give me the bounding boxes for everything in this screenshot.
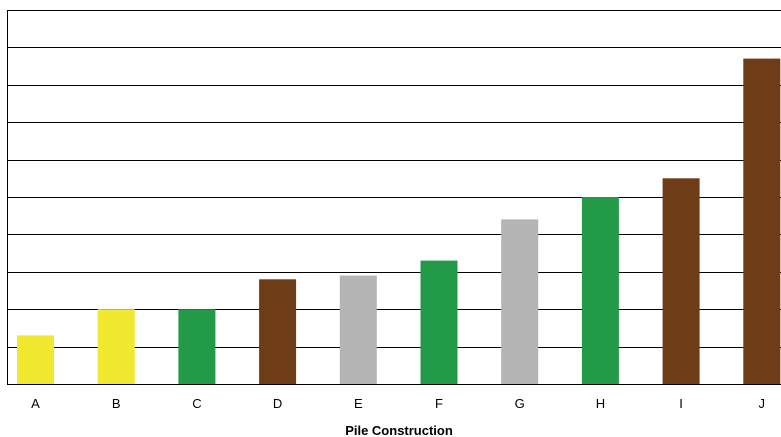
x-tick-label-i: I [679,396,683,411]
bars [17,58,781,384]
bar-j [743,58,781,384]
bar-e [339,275,377,384]
bar-c [178,309,216,384]
x-tick-labels: A B C D E F G H I J [31,396,765,411]
x-tick-label-h: H [596,396,605,411]
x-tick-label-f: F [435,396,443,411]
x-tick-label-a: A [31,396,40,411]
x-tick-label-d: D [273,396,282,411]
bar-i [662,178,700,384]
bar-f [420,260,458,384]
x-axis-title: Pile Construction [345,423,453,437]
x-tick-label-e: E [354,396,363,411]
bar-a [17,335,54,384]
x-tick-label-j: J [759,396,766,411]
bar-h [581,197,619,384]
x-tick-label-g: G [515,396,525,411]
bar-b [97,309,135,384]
bar-g [501,219,539,384]
x-tick-label-b: B [112,396,121,411]
gridlines [7,10,781,385]
x-tick-label-c: C [192,396,201,411]
bar-d [259,279,297,384]
